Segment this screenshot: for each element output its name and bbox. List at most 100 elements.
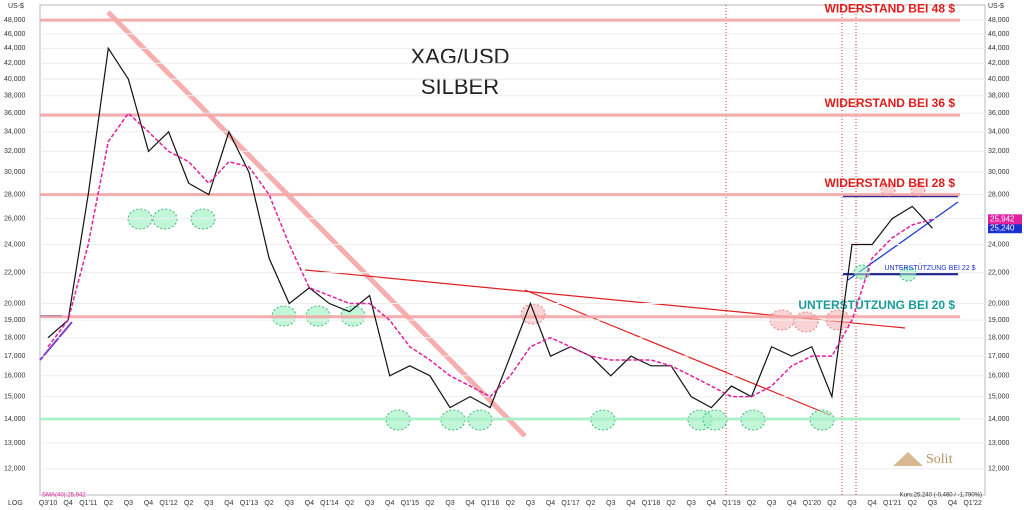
- y-tick-label: 12,000: [4, 466, 26, 473]
- y-tick-label: 18,000: [4, 334, 26, 341]
- x-tick-label: Q2: [908, 500, 917, 507]
- y-tick-label: 30,000: [988, 169, 1010, 176]
- x-tick-label: Q1'12: [159, 500, 178, 507]
- y-tick-label: 40,000: [988, 76, 1010, 83]
- y-tick-label: 26,000: [4, 215, 26, 222]
- y-tick-label: 42,000: [4, 60, 26, 67]
- x-tick-label: Q3: [767, 500, 776, 507]
- price-flag-label: 25,942: [990, 214, 1015, 223]
- x-tick-label: Q3: [285, 500, 294, 507]
- subtitle: SILBER: [421, 74, 499, 99]
- x-tick-label: Q2: [184, 500, 193, 507]
- y-tick-label: 24,000: [988, 241, 1010, 248]
- x-tick-label: Q3: [526, 500, 535, 507]
- x-tick-label: Q4: [546, 500, 555, 507]
- y-tick-label: 36,000: [988, 110, 1010, 117]
- x-tick-label: Q4: [787, 500, 796, 507]
- x-tick-label: Q2: [104, 500, 113, 507]
- x-tick-label: Q4: [626, 500, 635, 507]
- x-tick-label: Q3: [847, 500, 856, 507]
- x-tick-label: Q2: [586, 500, 595, 507]
- x-tick-label: Q4: [144, 500, 153, 507]
- y-tick-label: 14,000: [4, 416, 26, 423]
- y-tick-label: 17,000: [988, 353, 1010, 360]
- indicator-label: SMA(40):25,942: [42, 493, 86, 499]
- y-tick-label: 22,000: [4, 270, 26, 277]
- y-tick-label: 16,000: [4, 373, 26, 380]
- level-label: WIDERSTAND BEI 36 $: [825, 96, 956, 110]
- y-tick-label: 48,000: [4, 17, 26, 24]
- y-tick-label: 22,000: [988, 270, 1010, 277]
- x-tick-label: Q1'14: [320, 500, 339, 507]
- price-flag: [988, 223, 1022, 234]
- x-tick-label: Q1'18: [642, 500, 661, 507]
- y-tick-label: 19,000: [4, 317, 26, 324]
- x-tick-label: Q3: [204, 500, 213, 507]
- y-tick-label: 34,000: [988, 129, 1010, 136]
- title: XAG/USD: [410, 44, 509, 69]
- y-tick-label: 12,000: [988, 466, 1010, 473]
- price-flag-label: 25,240: [990, 223, 1015, 232]
- y-tick-label: 42,000: [988, 60, 1010, 67]
- x-tick-label: Q1'15: [401, 500, 420, 507]
- brand: Solit: [926, 452, 953, 467]
- y-tick-label: 28,000: [988, 191, 1010, 198]
- price-flag: [988, 214, 1022, 225]
- x-tick-label: Q2: [506, 500, 515, 507]
- x-tick-label: Q4: [707, 500, 716, 507]
- x-tick-label: Q2: [827, 500, 836, 507]
- y-tick-label: 15,000: [4, 394, 26, 401]
- y-tick-label: 15,000: [988, 394, 1010, 401]
- y-tick-label: 44,000: [988, 45, 1010, 52]
- y-tick-label: 18,000: [988, 334, 1010, 341]
- x-tick-label: Q2: [747, 500, 756, 507]
- x-tick-label: Q4: [465, 500, 474, 507]
- y-tick-label: 40,000: [4, 76, 26, 83]
- x-tick-label: Q3: [928, 500, 937, 507]
- scale-label: LOG: [8, 500, 23, 507]
- x-tick-label: Q4: [948, 500, 957, 507]
- y-tick-label: 34,000: [4, 129, 26, 136]
- x-tick-label: Q1'20: [803, 500, 822, 507]
- y-tick-label: 20,000: [4, 300, 26, 307]
- y-tick-label: 14,000: [988, 416, 1010, 423]
- x-tick-label: Q2: [425, 500, 434, 507]
- x-tick-label: Q2: [264, 500, 273, 507]
- x-tick-label: Q3: [687, 500, 696, 507]
- x-tick-label: Q3: [606, 500, 615, 507]
- y-tick-label: 44,000: [4, 45, 26, 52]
- x-tick-label: Q1'17: [561, 500, 580, 507]
- series-line: [47, 112, 933, 398]
- level-label: UNTERSTÜTZUNG BEI 20 $: [798, 297, 955, 312]
- x-tick-label: Q4: [867, 500, 876, 507]
- x-tick-label: Q1'21: [883, 500, 902, 507]
- x-tick-label: Q3'10: [39, 500, 58, 507]
- x-tick-label: Q2: [666, 500, 675, 507]
- x-tick-label: Q4: [305, 500, 314, 507]
- y-tick-label: 46,000: [4, 31, 26, 38]
- quote-label: Kurs:25,240 (-0,460 / -1,790%): [900, 493, 982, 499]
- y-tick-label: 20,000: [988, 300, 1010, 307]
- y-tick-label: 48,000: [988, 17, 1010, 24]
- x-tick-label: Q3: [445, 500, 454, 507]
- x-tick-label: Q1'19: [722, 500, 741, 507]
- x-tick-label: Q1'22: [963, 500, 982, 507]
- y-tick-label: 19,000: [988, 317, 1010, 324]
- y-tick-label: 28,000: [4, 191, 26, 198]
- y-tick-label: 32,000: [988, 148, 1010, 155]
- y-tick-label: 30,000: [4, 169, 26, 176]
- y-tick-label: 38,000: [988, 93, 1010, 100]
- level-label: WIDERSTAND BEI 48 $: [825, 1, 956, 15]
- y-axis-label: US-$: [988, 3, 1004, 10]
- y-tick-label: 13,000: [4, 440, 26, 447]
- y-tick-label: 16,000: [988, 373, 1010, 380]
- x-tick-label: Q1'16: [481, 500, 500, 507]
- x-tick-label: Q4: [224, 500, 233, 507]
- y-tick-label: 38,000: [4, 93, 26, 100]
- y-tick-label: 13,000: [988, 440, 1010, 447]
- y-tick-label: 36,000: [4, 110, 26, 117]
- y-tick-label: 17,000: [4, 353, 26, 360]
- x-tick-label: Q3: [365, 500, 374, 507]
- x-tick-label: Q3: [124, 500, 133, 507]
